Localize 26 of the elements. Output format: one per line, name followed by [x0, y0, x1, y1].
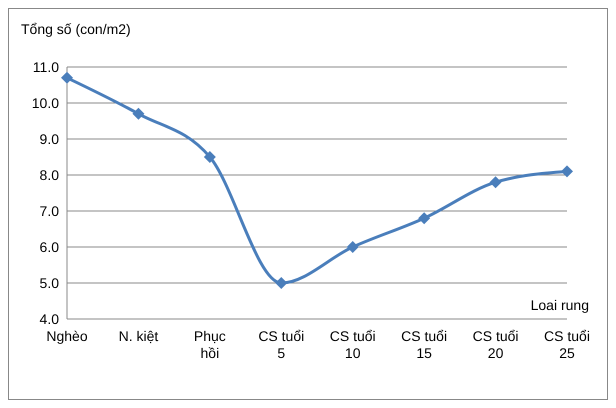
x-tick-label: CS tuổi 15 [401, 328, 448, 361]
x-tick-label: CS tuổi 5 [258, 328, 304, 361]
x-tick-label: N. kiệt [118, 328, 158, 344]
x-axis-title: Loai rung [530, 297, 589, 313]
point [61, 72, 73, 84]
y-tick-label: 9.0 [40, 130, 60, 147]
point [204, 151, 216, 163]
point [132, 108, 144, 120]
y-tick-label: 8.0 [40, 166, 60, 183]
x-tick-label: Phục hồi [194, 328, 226, 361]
x-tick-label: CS tuổi 25 [544, 328, 590, 361]
y-axis-title: Tổng số (con/m2) [21, 21, 131, 37]
x-tick-label: CS tuổi 20 [472, 328, 519, 361]
y-tick-label: 10.0 [32, 94, 60, 111]
point [346, 241, 359, 253]
y-tick-label: 7.0 [40, 202, 60, 219]
x-tick-label: Nghèo [46, 328, 88, 344]
y-tick-label: 5.0 [40, 274, 60, 291]
point [275, 277, 288, 289]
point [418, 212, 430, 224]
y-tick-label: 11.0 [32, 58, 60, 75]
point [490, 176, 502, 188]
y-tick-label: 6.0 [40, 238, 60, 255]
x-tick-label: CS tuổi 10 [330, 328, 376, 361]
y-tick-label: 4.0 [40, 310, 60, 327]
point [561, 165, 573, 178]
